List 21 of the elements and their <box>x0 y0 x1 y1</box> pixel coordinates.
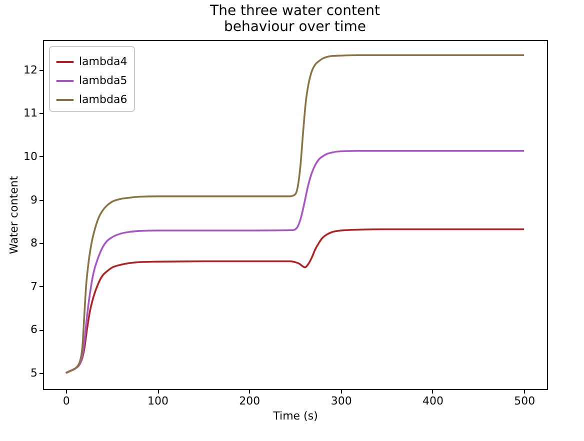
legend-label: lambda6 <box>79 93 128 106</box>
x-tick-label: 300 <box>330 394 352 408</box>
line-series <box>65 54 525 374</box>
y-tick-label: 11 <box>24 106 38 120</box>
y-tick-label: 8 <box>30 236 38 250</box>
x-tick-label: 100 <box>148 394 169 408</box>
y-tick-label: 7 <box>30 280 38 293</box>
y-tick-label: 10 <box>24 150 38 163</box>
legend-label: lambda4 <box>79 55 128 68</box>
y-tick-label: 9 <box>30 193 38 206</box>
x-tick-label: 200 <box>239 394 260 408</box>
x-tick-label: 0 <box>62 394 70 408</box>
x-tick-label: 500 <box>514 394 536 408</box>
y-tick-label: 6 <box>30 323 38 336</box>
y-tick-label: 5 <box>30 366 38 380</box>
y-tick-label: 12 <box>24 63 38 76</box>
legend-label: lambda5 <box>79 74 128 87</box>
x-tick-label: 400 <box>422 394 444 408</box>
x-axis-title: Time (s) <box>272 410 318 422</box>
y-axis-title: Water content <box>8 175 21 254</box>
chart-title: The three water content behaviour over time <box>209 3 380 35</box>
